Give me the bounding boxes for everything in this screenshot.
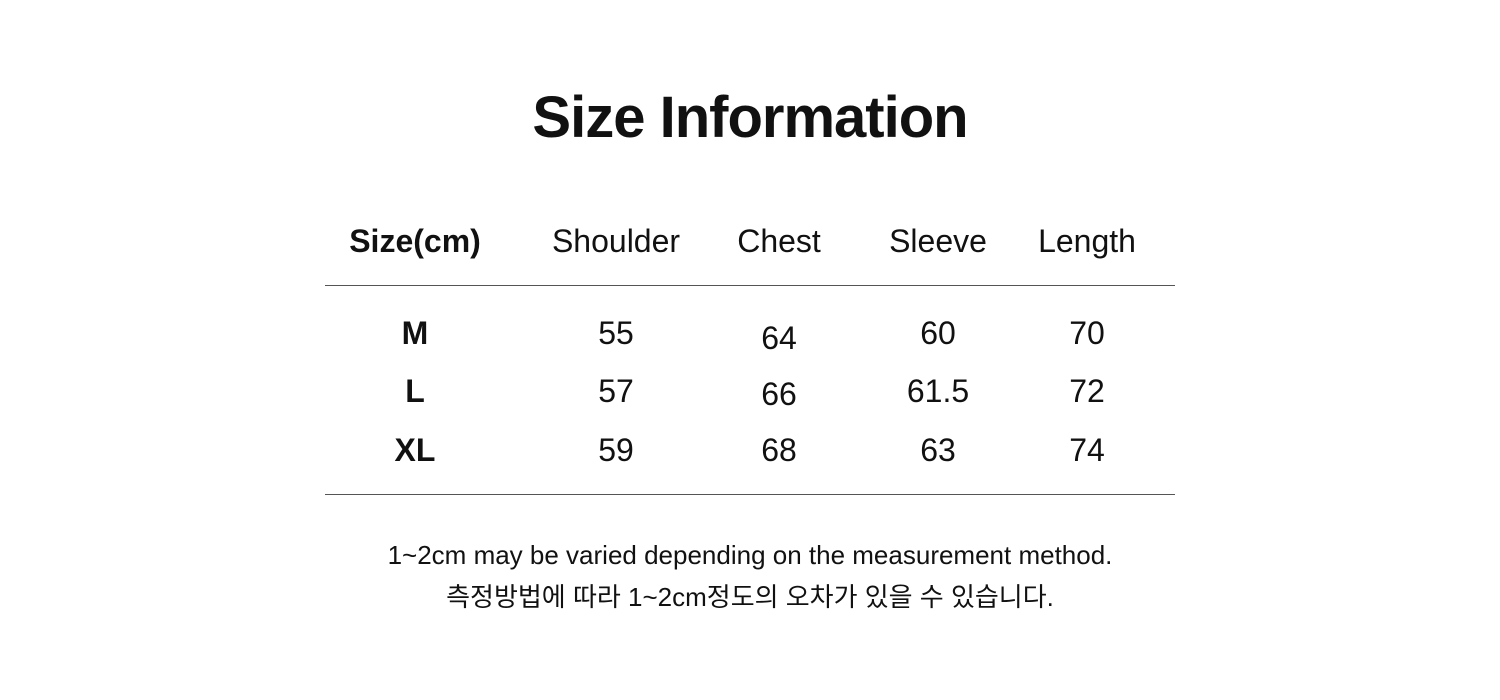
- header-length: Length: [1038, 223, 1136, 259]
- measurement-note-korean: 측정방법에 따라 1~2cm정도의 오차가 있을 수 있습니다.: [446, 582, 1054, 612]
- size-label: XL: [394, 432, 436, 468]
- page-title: Size Information: [532, 85, 968, 150]
- header-sleeve: Sleeve: [889, 223, 987, 259]
- chest-value: 66: [761, 376, 797, 412]
- shoulder-value: 59: [598, 432, 634, 468]
- length-value: 72: [1069, 373, 1105, 409]
- header-shoulder: Shoulder: [551, 223, 681, 259]
- sleeve-value: 63: [920, 432, 956, 468]
- length-value: 70: [1069, 315, 1105, 351]
- chest-value: 64: [761, 320, 797, 356]
- sleeve-value: 61.5: [906, 373, 970, 409]
- size-label: L: [405, 373, 425, 409]
- header-size: Size(cm): [349, 223, 481, 259]
- measurement-note-english: 1~2cm may be varied depending on the mea…: [387, 540, 1113, 570]
- header-chest: Chest: [737, 223, 821, 259]
- size-label: M: [401, 315, 429, 351]
- shoulder-value: 55: [598, 315, 634, 351]
- length-value: 74: [1069, 432, 1105, 468]
- chest-value: 68: [761, 432, 797, 468]
- shoulder-value: 57: [598, 373, 634, 409]
- header-divider: [325, 285, 1175, 286]
- table-bottom-divider: [325, 494, 1175, 495]
- sleeve-value: 60: [920, 315, 956, 351]
